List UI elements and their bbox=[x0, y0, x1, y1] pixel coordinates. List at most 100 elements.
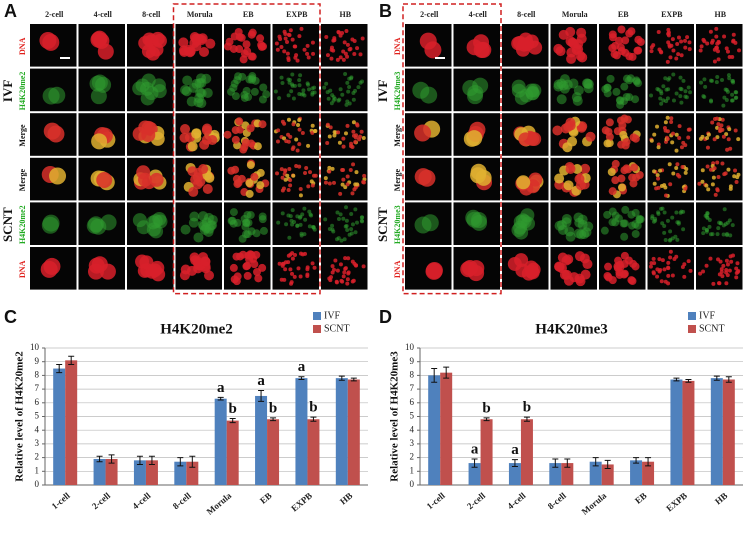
nucleus bbox=[652, 169, 657, 174]
nucleus bbox=[660, 221, 665, 226]
nucleus bbox=[726, 167, 731, 172]
nucleus bbox=[292, 274, 297, 279]
nucleus bbox=[299, 26, 304, 31]
nucleus bbox=[700, 179, 705, 184]
row-label: DNA bbox=[18, 37, 27, 55]
nucleus bbox=[152, 33, 167, 48]
bar bbox=[295, 378, 308, 485]
nucleus bbox=[330, 264, 335, 269]
nucleus bbox=[679, 100, 684, 105]
nucleus bbox=[201, 125, 212, 136]
column-header: 8-cell bbox=[142, 10, 161, 19]
nucleus bbox=[671, 98, 676, 103]
nucleus bbox=[663, 120, 668, 125]
nucleus bbox=[514, 90, 529, 105]
nucleus bbox=[331, 95, 336, 100]
row-label: H4K20me2 bbox=[18, 205, 27, 244]
nucleus bbox=[565, 163, 576, 174]
x-tick-label: 8-cell bbox=[546, 490, 569, 511]
nucleus bbox=[617, 174, 626, 183]
error-bar bbox=[217, 396, 224, 401]
nucleus bbox=[302, 232, 307, 237]
nucleus bbox=[293, 252, 298, 257]
nucleus bbox=[658, 96, 663, 101]
nucleus bbox=[414, 168, 432, 186]
column-header: EB bbox=[243, 10, 254, 19]
nucleus bbox=[340, 182, 345, 187]
nucleus bbox=[425, 261, 443, 279]
nucleus bbox=[298, 222, 303, 227]
y-tick-label: 10 bbox=[30, 342, 40, 352]
y-tick-label: 1 bbox=[410, 465, 415, 475]
nucleus bbox=[188, 217, 199, 228]
nucleus bbox=[702, 95, 707, 100]
significance-letter: b bbox=[309, 400, 317, 416]
nucleus bbox=[310, 86, 315, 91]
y-axis-label: Relative level of H4K20me3 bbox=[389, 351, 401, 482]
nucleus bbox=[180, 84, 191, 95]
nucleus bbox=[336, 217, 341, 222]
chart-title: H4K20me2 bbox=[160, 321, 233, 337]
x-tick-label: 2-cell bbox=[90, 490, 113, 511]
nucleus bbox=[581, 227, 592, 238]
nucleus bbox=[191, 128, 202, 139]
nucleus bbox=[616, 100, 625, 109]
nucleus bbox=[556, 94, 567, 105]
error-bar bbox=[136, 455, 143, 465]
nucleus bbox=[699, 80, 704, 85]
nucleus bbox=[668, 182, 673, 187]
error-bar bbox=[483, 417, 490, 422]
nucleus bbox=[199, 139, 210, 150]
nucleus bbox=[662, 210, 667, 215]
bar bbox=[65, 360, 78, 485]
nucleus bbox=[303, 171, 308, 176]
nucleus bbox=[715, 232, 720, 237]
micrograph bbox=[647, 68, 694, 112]
nucleus bbox=[327, 276, 332, 281]
y-tick-label: 7 bbox=[410, 383, 415, 393]
nucleus bbox=[152, 211, 167, 226]
nucleus bbox=[297, 142, 302, 147]
nucleus bbox=[663, 237, 668, 242]
nucleus bbox=[730, 55, 735, 60]
nucleus bbox=[686, 127, 691, 132]
nucleus bbox=[350, 222, 355, 227]
nucleus bbox=[716, 40, 721, 45]
nucleus bbox=[295, 214, 300, 219]
nucleus bbox=[335, 237, 340, 242]
nucleus bbox=[634, 46, 643, 55]
nucleus bbox=[343, 71, 348, 76]
significance-letter: b bbox=[229, 401, 237, 417]
nucleus bbox=[734, 90, 739, 95]
nucleus bbox=[731, 32, 736, 37]
nucleus bbox=[679, 53, 684, 58]
nucleus bbox=[725, 232, 730, 237]
nucleus bbox=[193, 97, 204, 108]
nucleus bbox=[298, 251, 303, 256]
nucleus bbox=[245, 189, 254, 198]
row-label: DNA bbox=[393, 260, 402, 278]
nucleus bbox=[91, 133, 108, 150]
nucleus bbox=[348, 167, 353, 172]
error-bar bbox=[68, 355, 75, 365]
nucleus bbox=[336, 98, 341, 103]
nucleus bbox=[253, 268, 262, 277]
nucleus bbox=[296, 122, 301, 127]
nucleus bbox=[324, 81, 329, 86]
nucleus bbox=[708, 167, 713, 172]
bar bbox=[468, 463, 481, 485]
nucleus bbox=[350, 37, 355, 42]
nucleus bbox=[576, 33, 587, 44]
nucleus bbox=[325, 53, 330, 58]
error-bar bbox=[645, 457, 652, 467]
nucleus bbox=[296, 266, 301, 271]
nucleus bbox=[678, 94, 683, 99]
nucleus bbox=[611, 159, 620, 168]
nucleus bbox=[720, 274, 725, 279]
nucleus bbox=[683, 186, 688, 191]
nucleus bbox=[716, 257, 721, 262]
nucleus bbox=[635, 170, 644, 179]
nucleus bbox=[659, 50, 664, 55]
nucleus bbox=[258, 120, 267, 129]
error-bar bbox=[523, 416, 530, 422]
